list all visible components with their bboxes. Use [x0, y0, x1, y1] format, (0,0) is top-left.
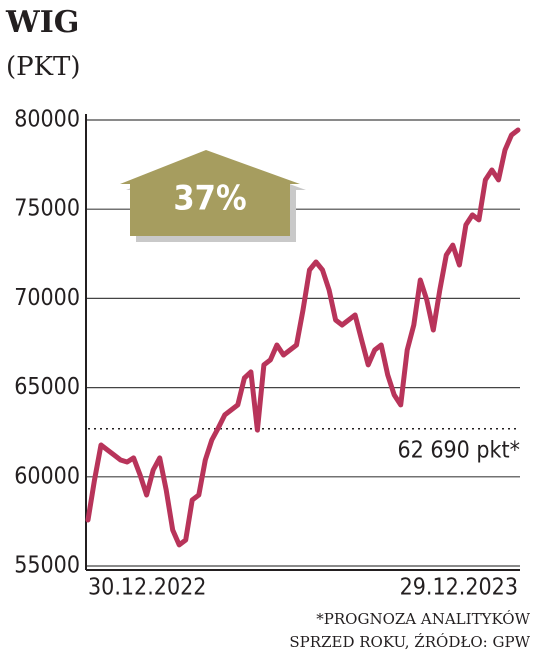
y-tick-label: 75000: [14, 196, 80, 222]
footnote: SPRZED ROKU, ŹRÓDŁO: GPW: [289, 633, 530, 651]
x-tick-label: 29.12.2023: [400, 575, 518, 601]
reference-label: 62 690 pkt*: [397, 437, 520, 463]
y-tick-label: 55000: [14, 553, 80, 579]
badge-label: 37%: [173, 179, 246, 219]
badge-shape: [120, 150, 300, 236]
y-tick-label: 60000: [14, 463, 80, 489]
y-tick-label: 65000: [14, 374, 80, 400]
y-tick-label: 80000: [14, 107, 80, 133]
line: [85, 127, 521, 548]
chart-title: WIG: [5, 5, 79, 40]
badge: 37%: [120, 150, 306, 242]
footnote: *PROGNOZA ANALITYKÓW: [316, 610, 530, 628]
y-tick-label: 70000: [14, 285, 80, 311]
chart-subtitle: (PKT): [6, 52, 81, 82]
x-tick-label: 30.12.2022: [88, 575, 206, 601]
